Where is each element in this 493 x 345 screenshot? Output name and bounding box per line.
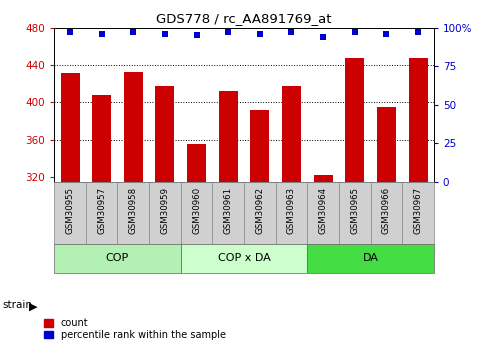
Bar — [155, 86, 175, 182]
Point — [414, 29, 422, 35]
Point — [66, 29, 74, 35]
Bar — [117, 182, 149, 244]
Bar — [86, 182, 117, 244]
Bar — [244, 182, 276, 244]
Text: ▶: ▶ — [29, 302, 37, 311]
Text: COP: COP — [106, 253, 129, 263]
Point — [287, 29, 295, 35]
Bar — [307, 182, 339, 244]
Text: GSM30961: GSM30961 — [224, 187, 233, 234]
Bar — [187, 144, 206, 182]
Point — [224, 29, 232, 35]
Bar — [282, 86, 301, 182]
Point — [351, 29, 359, 35]
Bar — [250, 110, 269, 182]
Bar — [377, 107, 396, 182]
Bar — [402, 182, 434, 244]
Point — [129, 29, 137, 35]
Text: strain: strain — [2, 300, 33, 310]
Bar — [54, 182, 86, 244]
Bar — [314, 175, 333, 182]
Bar — [149, 182, 181, 244]
Bar — [181, 244, 307, 273]
Text: GSM30959: GSM30959 — [160, 187, 170, 234]
Bar — [212, 182, 244, 244]
Text: COP x DA: COP x DA — [218, 253, 270, 263]
Bar — [307, 244, 434, 273]
Bar — [124, 72, 143, 182]
Bar — [339, 182, 371, 244]
Point — [383, 31, 390, 37]
Point — [256, 31, 264, 37]
Legend: count, percentile rank within the sample: count, percentile rank within the sample — [44, 318, 226, 340]
Bar — [61, 72, 79, 182]
Text: GSM30960: GSM30960 — [192, 187, 201, 234]
Text: GSM30962: GSM30962 — [255, 187, 264, 234]
Point — [161, 31, 169, 37]
Bar — [371, 182, 402, 244]
Text: GSM30964: GSM30964 — [318, 187, 328, 234]
Bar — [345, 58, 364, 182]
Bar — [409, 58, 427, 182]
Point — [98, 31, 106, 37]
Text: GSM30967: GSM30967 — [414, 187, 423, 234]
Bar — [276, 182, 307, 244]
Bar — [54, 244, 181, 273]
Text: GSM30965: GSM30965 — [350, 187, 359, 234]
Text: GSM30963: GSM30963 — [287, 187, 296, 234]
Text: GSM30958: GSM30958 — [129, 187, 138, 234]
Point — [319, 34, 327, 40]
Text: GSM30955: GSM30955 — [66, 187, 74, 234]
Bar — [92, 95, 111, 182]
Bar — [181, 182, 212, 244]
Text: GSM30957: GSM30957 — [97, 187, 106, 234]
Text: GSM30966: GSM30966 — [382, 187, 391, 234]
Point — [193, 32, 201, 38]
Title: GDS778 / rc_AA891769_at: GDS778 / rc_AA891769_at — [156, 12, 332, 25]
Bar — [219, 91, 238, 182]
Text: DA: DA — [363, 253, 379, 263]
